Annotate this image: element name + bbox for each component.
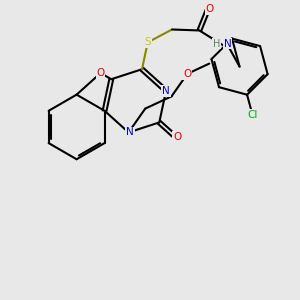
Text: S: S: [144, 38, 151, 47]
Text: Cl: Cl: [247, 110, 258, 120]
Text: O: O: [183, 69, 191, 79]
Text: N: N: [162, 86, 170, 96]
Text: O: O: [97, 68, 105, 78]
Text: N: N: [126, 128, 134, 137]
Text: O: O: [173, 132, 182, 142]
Text: H: H: [212, 38, 220, 49]
Text: O: O: [206, 4, 214, 14]
Text: N: N: [224, 38, 232, 49]
